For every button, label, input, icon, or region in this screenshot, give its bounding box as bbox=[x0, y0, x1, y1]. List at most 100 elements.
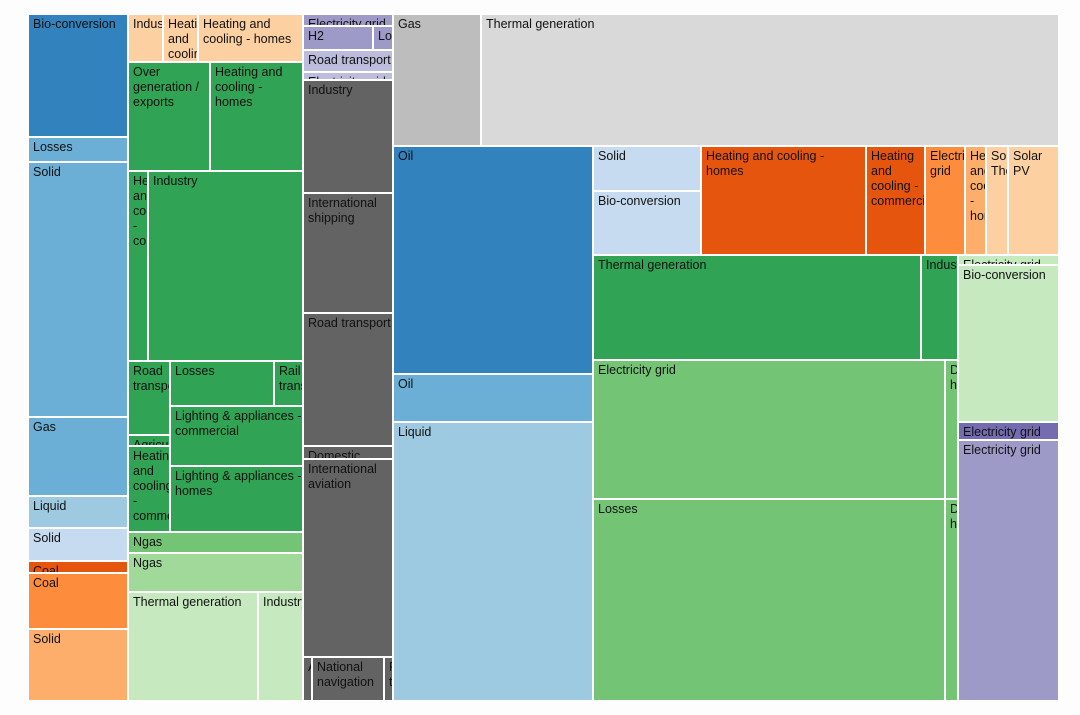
treemap-cell[interactable]: Road transport bbox=[128, 361, 170, 435]
treemap-cell[interactable]: Heating and cooling - commercial bbox=[128, 171, 148, 361]
treemap-cell[interactable]: Heating and cooling - commercial bbox=[128, 446, 170, 532]
treemap-cell-label: Over generation / exports bbox=[133, 65, 200, 109]
treemap-cell-label: Oil bbox=[398, 377, 414, 391]
treemap-cell[interactable]: International shipping bbox=[303, 193, 393, 313]
treemap-cell[interactable]: Electricity grid bbox=[303, 72, 393, 80]
treemap-cell[interactable]: Ngas bbox=[128, 553, 303, 592]
treemap-cell-label: Thermal generation bbox=[598, 258, 707, 272]
treemap-cell-label: District heating bbox=[950, 363, 957, 392]
treemap-cell-label: Gas bbox=[33, 420, 56, 434]
treemap-cell[interactable]: Industry bbox=[921, 255, 958, 360]
treemap-cell[interactable]: Over generation / exports bbox=[128, 62, 210, 171]
treemap-cell[interactable]: Oil bbox=[393, 374, 593, 422]
treemap-cell[interactable]: Solid bbox=[28, 528, 128, 561]
treemap-cell[interactable]: Coal bbox=[28, 573, 128, 629]
treemap-cell[interactable]: Heating and cooling - homes bbox=[701, 146, 866, 255]
treemap-cell[interactable]: Ngas bbox=[128, 532, 303, 553]
treemap-cell[interactable]: Oil bbox=[393, 146, 593, 374]
treemap-cell[interactable]: Heating and cooling - commercial bbox=[866, 146, 925, 255]
treemap-cell[interactable]: Bio-conversion bbox=[593, 191, 701, 255]
treemap-cell-label: Industry bbox=[153, 174, 198, 188]
treemap-cell[interactable]: Industry bbox=[148, 171, 303, 361]
treemap-cell-label: Heating and cooling - commercial bbox=[168, 17, 198, 61]
treemap-cell[interactable]: District heating bbox=[945, 499, 958, 701]
treemap-cell-label: Solid bbox=[33, 632, 61, 646]
treemap-cell-label: Heating and cooling - homes bbox=[215, 65, 283, 109]
treemap-cell-label: Ngas bbox=[133, 556, 163, 570]
treemap-cell[interactable]: Industry bbox=[128, 14, 163, 62]
treemap-cell[interactable]: Solid bbox=[593, 146, 701, 191]
treemap-cell[interactable]: Electricity grid bbox=[958, 440, 1059, 701]
treemap-cell-label: Ngas bbox=[133, 535, 163, 549]
treemap-cell[interactable]: Lighting & appliances - commercial bbox=[170, 406, 303, 466]
treemap-cell[interactable]: Electricity grid bbox=[303, 14, 393, 26]
treemap-cell[interactable]: Rail transport bbox=[384, 657, 393, 701]
treemap-cell[interactable]: International aviation bbox=[303, 459, 393, 657]
treemap-cell[interactable]: Bio-conversion bbox=[958, 265, 1059, 422]
treemap-cell-label: Electricity grid bbox=[598, 363, 676, 377]
treemap-cell[interactable]: Solid bbox=[28, 162, 128, 417]
treemap-cell-label: Industry bbox=[926, 258, 957, 272]
treemap-cell[interactable]: Heating and cooling - homes bbox=[210, 62, 303, 171]
treemap-cell[interactable]: Heating and cooling - commercial bbox=[163, 14, 198, 62]
treemap-cell[interactable]: Gas bbox=[28, 417, 128, 496]
treemap-cell[interactable]: Heating and cooling - homes bbox=[198, 14, 303, 62]
treemap-cell[interactable]: Electricity grid bbox=[925, 146, 965, 255]
treemap-cell[interactable]: Solid bbox=[28, 629, 128, 701]
treemap-cell[interactable]: Heating and cooling - homes bbox=[965, 146, 986, 255]
treemap-cell[interactable]: Electricity grid bbox=[958, 255, 1059, 265]
treemap-cell-label: Solid bbox=[598, 149, 626, 163]
treemap-cell[interactable]: H2 bbox=[303, 26, 373, 50]
treemap-cell-label: Bio-conversion bbox=[963, 268, 1046, 282]
treemap-cell[interactable]: Agriculture bbox=[303, 657, 312, 701]
treemap-cell-label: Road transport bbox=[133, 364, 169, 393]
treemap-cell[interactable]: Losses bbox=[170, 361, 274, 406]
treemap-cell-label: Electricity grid bbox=[963, 443, 1041, 457]
treemap-cell-label: International aviation bbox=[308, 462, 377, 491]
treemap-cell[interactable]: Road transport bbox=[303, 313, 393, 446]
treemap-cell[interactable]: Liquid bbox=[393, 422, 593, 701]
treemap-cell[interactable]: Electricity grid bbox=[958, 422, 1059, 440]
treemap-cell[interactable]: Bio-conversion bbox=[28, 14, 128, 137]
treemap-cell-label: Heating and cooling - commercial bbox=[133, 449, 170, 523]
treemap-cell-label: Solar PV bbox=[1013, 149, 1043, 178]
treemap-cell-label: District heating bbox=[950, 502, 957, 531]
treemap-cell-label: Industry bbox=[133, 17, 163, 31]
treemap-cell-label: Coal bbox=[33, 576, 59, 590]
treemap-cell[interactable]: Thermal generation bbox=[593, 255, 921, 360]
treemap-cell[interactable]: Thermal generation bbox=[128, 592, 258, 701]
treemap-cell-label: Rail transport bbox=[389, 660, 393, 689]
treemap-cell[interactable]: District heating bbox=[945, 360, 958, 499]
treemap-cell-label: Rail transport bbox=[279, 364, 302, 393]
treemap-cell[interactable]: Coal bbox=[28, 561, 128, 573]
treemap-cell[interactable]: Electricity grid bbox=[593, 360, 945, 499]
treemap-cell-label: Heating and cooling - homes bbox=[706, 149, 825, 178]
treemap-cell[interactable]: National navigation bbox=[312, 657, 384, 701]
treemap-cell[interactable]: Industry bbox=[258, 592, 303, 701]
treemap-cell[interactable]: Road transport bbox=[303, 50, 393, 72]
treemap-cell[interactable]: Thermal generation bbox=[481, 14, 1059, 146]
treemap-cell[interactable]: Losses bbox=[28, 137, 128, 162]
treemap-cell[interactable]: Losses bbox=[593, 499, 945, 701]
treemap-cell-label: Heating and cooling - commercial bbox=[871, 149, 925, 208]
treemap-cell[interactable]: Gas bbox=[393, 14, 481, 146]
treemap-cell-label: Heating and cooling - homes bbox=[970, 149, 986, 223]
treemap-cell-label: Liquid bbox=[33, 499, 67, 513]
treemap-cell-label: Agriculture bbox=[133, 438, 169, 446]
treemap-cell-label: Solar Thermal bbox=[991, 149, 1007, 178]
treemap-cell-label: Losses bbox=[378, 29, 392, 43]
treemap-cell[interactable]: Rail transport bbox=[274, 361, 303, 406]
treemap-cell[interactable]: Agriculture bbox=[128, 435, 170, 446]
treemap-cell[interactable]: Solar Thermal bbox=[986, 146, 1008, 255]
treemap-cell[interactable]: Industry bbox=[303, 80, 393, 193]
treemap-cell-label: Losses bbox=[175, 364, 215, 378]
treemap-cell-label: International shipping bbox=[308, 196, 377, 225]
treemap-cell[interactable]: Solar PV bbox=[1008, 146, 1059, 255]
treemap-cell[interactable]: Losses bbox=[373, 26, 393, 50]
treemap-cell[interactable]: Domestic aviation bbox=[303, 446, 393, 459]
treemap-cell-label: Electricity grid bbox=[304, 73, 392, 79]
treemap-cell[interactable]: Lighting & appliances - homes bbox=[170, 466, 303, 532]
treemap-cell-label: Oil bbox=[398, 149, 414, 163]
treemap-cell[interactable]: Liquid bbox=[28, 496, 128, 528]
